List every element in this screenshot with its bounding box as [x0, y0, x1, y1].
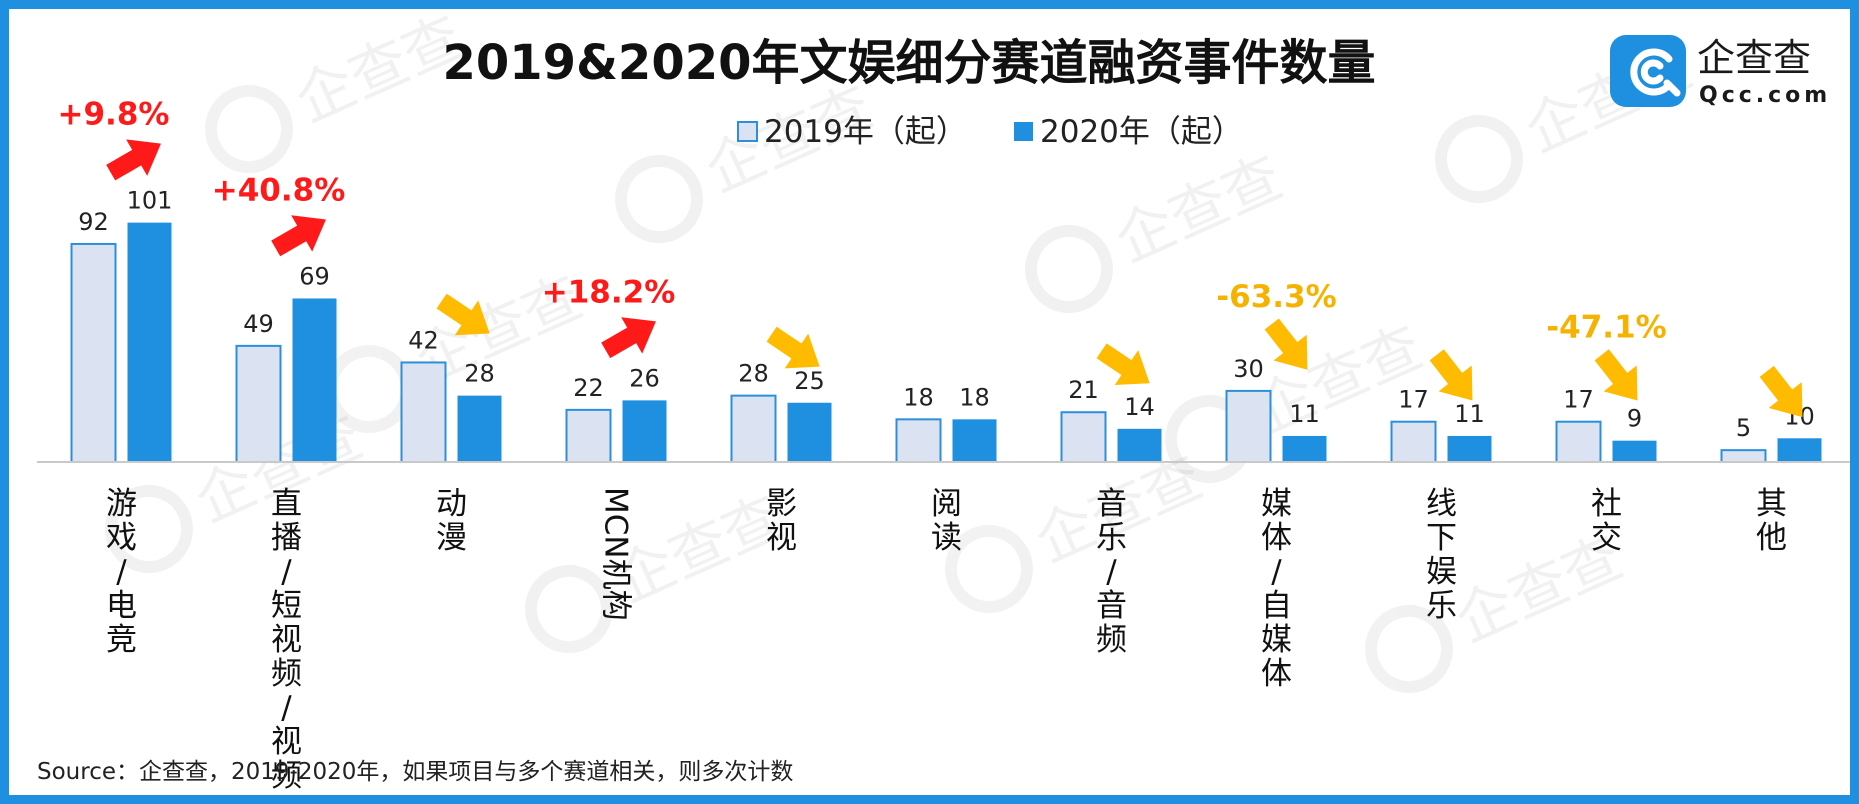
value-label-2020-cat-4: 25: [794, 367, 825, 395]
chart-legend: 2019年（起） 2020年（起）: [737, 114, 1243, 150]
value-label-2019-cat-2: 42: [408, 326, 439, 354]
bar-2020-cat-4: [787, 402, 832, 462]
bar-2020-cat-5: [952, 419, 997, 462]
qcc-logo-name: 企查查: [1697, 36, 1811, 80]
bar-2020-cat-7: [1282, 435, 1327, 462]
bar-2019-cat-4: [730, 394, 777, 464]
bar-2019-cat-7: [1225, 389, 1272, 463]
value-label-2020-cat-2: 28: [464, 360, 495, 388]
bar-chart: 2019&2020年文娱细分赛道融资事件数量 企查查 Qcc.com 2019年…: [37, 35, 1850, 794]
value-label-2019-cat-9: 17: [1563, 386, 1594, 414]
category-label-cat-0: 游戏/电竞: [106, 486, 137, 658]
value-label-2019-cat-7: 30: [1233, 355, 1264, 383]
legend-swatch-2020: [1014, 122, 1033, 141]
category-label-cat-4: 影视: [766, 486, 797, 556]
qcc-logo-domain: Qcc.com: [1699, 83, 1831, 108]
down-arrow-cat-6: [1096, 343, 1150, 385]
value-label-2019-cat-0: 92: [78, 208, 109, 236]
change-label-cat-3: +18.2%: [542, 274, 676, 310]
value-label-2020-cat-0: 101: [127, 187, 173, 215]
category-label-cat-10: 其他: [1756, 486, 1787, 556]
bar-2019-cat-5: [895, 418, 942, 463]
value-label-2019-cat-5: 18: [903, 383, 934, 411]
value-label-2020-cat-3: 26: [629, 364, 660, 392]
category-label-cat-6: 音乐/音频: [1096, 486, 1127, 658]
category-label-cat-7: 媒体/自媒体: [1261, 486, 1292, 692]
category-label-cat-2: 动漫: [436, 486, 467, 556]
bar-2020-cat-0: [127, 222, 172, 462]
change-label-cat-0: +9.8%: [58, 97, 170, 133]
value-label-2019-cat-4: 28: [738, 360, 769, 388]
value-label-2019-cat-8: 17: [1398, 386, 1429, 414]
down-arrow-cat-9: [1594, 349, 1638, 401]
value-label-2020-cat-6: 14: [1124, 393, 1155, 421]
bar-2019-cat-10: [1720, 449, 1767, 463]
bar-2020-cat-8: [1447, 435, 1492, 462]
value-label-2020-cat-5: 18: [959, 383, 990, 411]
down-arrow-cat-8: [1429, 349, 1473, 401]
value-label-2019-cat-10: 5: [1736, 414, 1751, 442]
change-label-cat-1: +40.8%: [212, 172, 346, 208]
legend-label-2020: 2020年（起）: [1040, 114, 1243, 150]
qcc-logo-glyph: [1630, 48, 1681, 97]
value-label-2020-cat-7: 11: [1289, 400, 1320, 428]
qcc-logo: 企查查 Qcc.com: [1610, 35, 1831, 108]
down-arrow-cat-2: [436, 293, 490, 336]
category-label-cat-5: 阅读: [931, 486, 962, 556]
down-arrow-cat-7: [1264, 318, 1308, 370]
value-label-2020-cat-1: 69: [299, 262, 330, 290]
chart-title: 2019&2020年文娱细分赛道融资事件数量: [442, 35, 1375, 91]
category-label-cat-1: 直播/短视频/视频: [271, 486, 302, 794]
bar-2019-cat-0: [70, 242, 117, 463]
value-label-2019-cat-1: 49: [243, 310, 274, 338]
down-arrow-cat-4: [766, 326, 820, 369]
change-label-cat-7: -63.3%: [1216, 279, 1336, 315]
value-label-2019-cat-3: 22: [573, 374, 604, 402]
change-label-cat-9: -47.1%: [1546, 310, 1666, 346]
value-label-2019-cat-6: 21: [1068, 376, 1099, 404]
bar-2019-cat-3: [565, 408, 612, 463]
bar-2019-cat-1: [235, 344, 282, 463]
bar-2020-cat-3: [622, 400, 667, 462]
bar-2020-cat-1: [292, 298, 337, 462]
up-arrow-cat-0: [106, 139, 161, 181]
category-label-cat-3: MCN机构: [598, 487, 634, 621]
value-label-2020-cat-9: 9: [1627, 405, 1642, 433]
qcc-logo-icon: [1610, 35, 1686, 107]
bar-2019-cat-6: [1060, 411, 1107, 464]
category-label-cat-9: 社交: [1591, 486, 1622, 556]
source-note: Source：企查查，2019-2020年，如果项目与多个赛道相关，则多次计数: [37, 759, 793, 785]
down-arrow-cat-10: [1759, 365, 1803, 418]
bar-2019-cat-8: [1390, 420, 1437, 463]
up-arrow-cat-3: [601, 317, 656, 359]
value-label-2020-cat-8: 11: [1454, 400, 1485, 428]
bar-2019-cat-9: [1555, 420, 1602, 463]
up-arrow-cat-1: [271, 215, 326, 257]
bar-2020-cat-10: [1777, 438, 1822, 462]
bar-2020-cat-9: [1612, 440, 1657, 462]
bar-2020-cat-2: [457, 395, 502, 462]
legend-label-2019: 2019年（起）: [764, 114, 967, 150]
category-label-cat-8: 线下娱乐: [1426, 486, 1457, 624]
bar-2019-cat-2: [400, 361, 447, 463]
bar-2020-cat-6: [1117, 428, 1162, 462]
legend-swatch-2019: [737, 121, 758, 142]
